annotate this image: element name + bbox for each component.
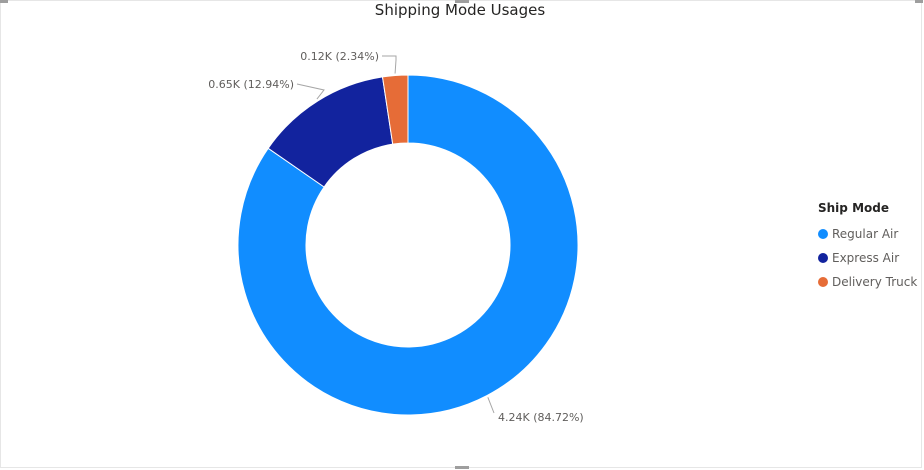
data-label-regular-air: 4.24K (84.72%) (498, 411, 584, 424)
legend-label-regular-air: Regular Air (832, 227, 899, 241)
chart-title: Shipping Mode Usages (374, 1, 546, 19)
leader-line-regular-air (487, 397, 495, 414)
legend-item-express-air[interactable]: Express Air (818, 246, 917, 270)
resize-handle-top-center[interactable] (455, 0, 469, 3)
leader-line-delivery-truck (382, 55, 397, 74)
legend-item-delivery-truck[interactable]: Delivery Truck (818, 270, 917, 294)
slice-regular-air[interactable] (237, 74, 579, 416)
resize-handle-bottom-center[interactable] (455, 466, 469, 469)
legend: Ship Mode Regular Air Express Air Delive… (818, 200, 917, 294)
data-label-delivery-truck: 0.12K (2.34%) (300, 50, 379, 63)
resize-handle-top-right[interactable] (915, 0, 923, 3)
leader-line-express-air (296, 83, 325, 100)
resize-handle-top-left[interactable] (0, 0, 8, 3)
legend-item-regular-air[interactable]: Regular Air (818, 222, 917, 246)
legend-marker-regular-air (818, 229, 828, 239)
legend-label-delivery-truck: Delivery Truck (832, 275, 918, 289)
slice-delivery-truck[interactable] (381, 74, 409, 145)
legend-marker-express-air (818, 253, 828, 263)
legend-label-express-air: Express Air (832, 251, 900, 265)
legend-title: Ship Mode (818, 201, 889, 215)
legend-marker-delivery-truck (818, 277, 828, 287)
data-label-express-air: 0.65K (12.94%) (208, 78, 294, 91)
